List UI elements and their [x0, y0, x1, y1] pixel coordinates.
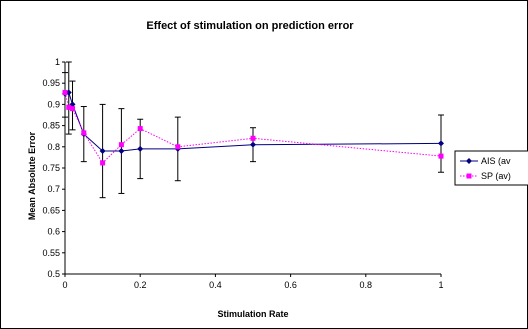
data-point-ais: [438, 140, 444, 147]
x-tick-label: 0.6: [284, 280, 297, 290]
plot-area: 0.5 0.55 0.6 0.65 0.7 0.75 0.8 0.85 0.9 0.95 1 0 0.2…: [42, 57, 444, 290]
data-point-sp: [438, 153, 444, 159]
x-tick-label: 0.2: [134, 280, 147, 290]
data-point-ais: [137, 145, 144, 152]
data-point-sp: [100, 160, 106, 166]
data-point-ais: [99, 148, 106, 155]
y-axis-label: Mean Absolute Error: [27, 131, 37, 220]
y-tick-label: 0.65: [42, 205, 60, 215]
y-tick-label: 1: [55, 57, 60, 67]
data-point-ais: [250, 141, 256, 148]
chart-title: Effect of stimulation on prediction erro…: [146, 20, 354, 32]
data-point-sp: [62, 90, 68, 96]
x-tick-label: 0: [62, 280, 67, 290]
y-tick-label: 0.5: [47, 269, 60, 279]
y-tick-label: 0.75: [42, 163, 60, 173]
data-point-sp: [137, 126, 143, 132]
data-point-sp: [81, 130, 87, 136]
legend-label-sp: SP (av): [481, 171, 511, 181]
legend-marker-sp: [466, 173, 472, 179]
y-tick-label: 0.95: [42, 78, 60, 88]
y-tick-label: 0.7: [47, 184, 60, 194]
y-tick-label: 0.55: [42, 248, 60, 258]
data-point-sp: [175, 144, 181, 150]
data-point-ais: [118, 148, 125, 155]
x-tick-label: 0.8: [360, 280, 373, 290]
data-point-sp: [250, 135, 256, 141]
y-tick-label: 0.85: [42, 121, 60, 131]
legend: AIS (av SP (av): [454, 150, 528, 186]
data-point-sp: [118, 142, 124, 148]
x-tick-label: 0.4: [209, 280, 222, 290]
x-tick-label: 1: [438, 280, 443, 290]
data-point-sp: [66, 104, 72, 110]
legend-box: [454, 150, 528, 186]
y-tick-label: 0.8: [47, 142, 60, 152]
legend-marker-ais: [466, 158, 472, 164]
legend-label-ais: AIS (av: [481, 156, 511, 166]
y-tick-label: 0.6: [47, 227, 60, 237]
x-axis-label: Stimulation Rate: [217, 309, 288, 319]
y-tick-label: 0.9: [47, 99, 60, 109]
data-point-sp: [70, 106, 76, 112]
series-line-ais: [64, 91, 442, 152]
